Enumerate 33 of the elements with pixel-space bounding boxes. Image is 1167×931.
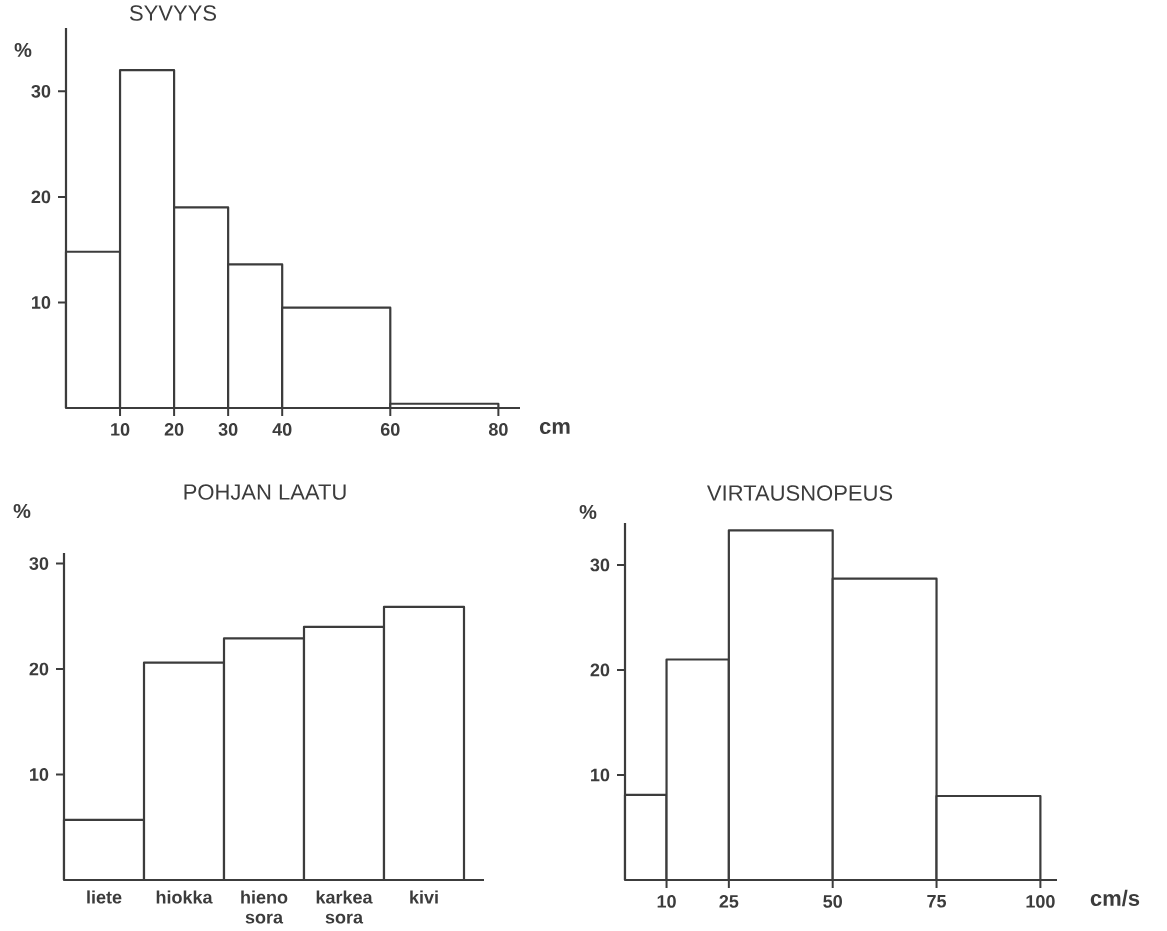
y-tick-label: 10: [32, 296, 51, 309]
x-tick-label: hieno sora: [241, 890, 288, 924]
y-tick-label: 20: [590, 663, 610, 677]
y-tick-label: 20: [31, 190, 51, 204]
x-tick-label: karkea sora: [316, 890, 373, 924]
y-tick-label: 30: [31, 84, 51, 98]
y-tick-label: 20: [29, 662, 49, 676]
x-tick-label: 80: [488, 423, 508, 436]
x-axis-title: cm: [539, 421, 570, 435]
x-tick-label: 10: [657, 895, 676, 908]
chart-title: SYVYYS: [129, 5, 216, 21]
y-tick-label: 30: [29, 557, 49, 570]
x-tick-label: 100: [1026, 895, 1055, 908]
chart-title: POHJAN LAATU: [184, 484, 346, 500]
y-axis-title: %: [14, 42, 32, 58]
y-axis-title: %: [13, 503, 31, 519]
x-tick-label: 30: [218, 423, 238, 436]
y-tick-label: 10: [591, 768, 610, 782]
y-axis-title: %: [579, 504, 597, 520]
x-tick-label: 75: [927, 895, 947, 908]
x-tick-label: 10: [111, 423, 130, 436]
x-tick-label: hiokka: [156, 890, 213, 904]
x-axis-title: cm/s: [1090, 889, 1140, 907]
x-tick-label: kivi: [410, 890, 438, 904]
x-tick-label: 40: [272, 423, 292, 436]
x-tick-label: 60: [380, 423, 400, 436]
x-tick-label: 25: [719, 895, 739, 908]
y-tick-label: 10: [30, 768, 49, 781]
x-tick-label: 20: [164, 423, 184, 436]
x-tick-label: 50: [823, 895, 842, 908]
chart-title: VIRTAUSNOPEUS: [706, 485, 893, 501]
x-tick-label: liete: [87, 890, 122, 904]
y-tick-label: 30: [590, 558, 610, 572]
